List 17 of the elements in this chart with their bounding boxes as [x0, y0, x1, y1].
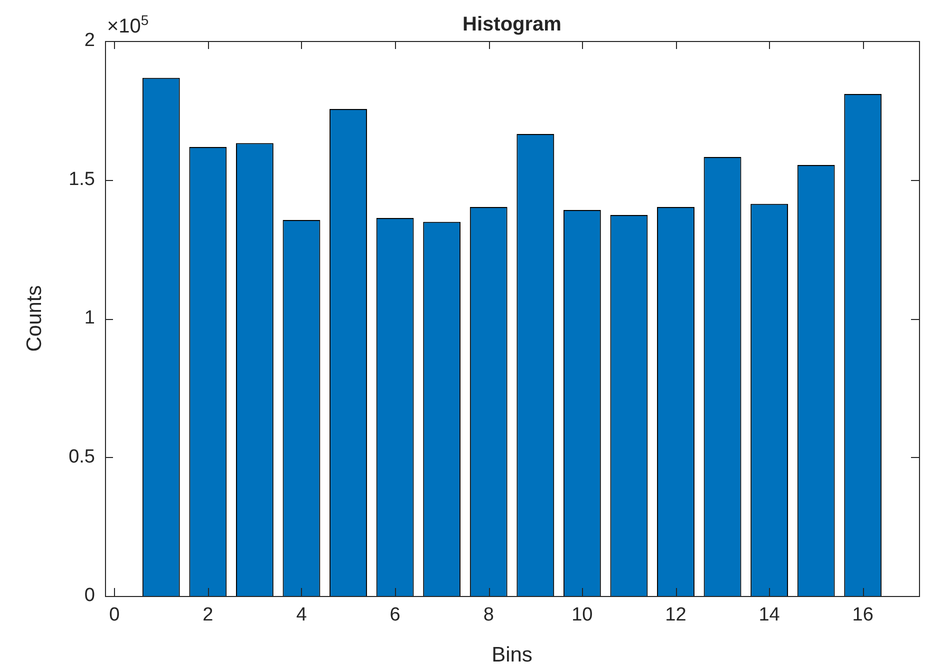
y-tick-label: 2	[84, 30, 95, 52]
y-tick-label: 0	[84, 585, 95, 606]
x-tick-label: 8	[483, 604, 494, 626]
y-tick-label: 1.5	[68, 168, 95, 190]
x-tick-label: 0	[109, 604, 120, 626]
chart-title: Histogram	[462, 14, 562, 36]
x-tick-label: 14	[758, 604, 780, 626]
y-tick-label: 0.5	[68, 446, 95, 468]
x-tick-label: 16	[852, 604, 874, 626]
x-tick-label: 4	[296, 604, 308, 626]
x-tick-label: 6	[390, 604, 400, 626]
y-axis-title: Counts	[22, 285, 46, 352]
x-tick-label: 12	[665, 604, 686, 626]
y-tick-label: 1	[84, 308, 95, 329]
x-tick-label: 2	[202, 604, 214, 626]
x-tick-label: 10	[572, 604, 593, 626]
x-axis-title: Bins	[492, 643, 532, 666]
